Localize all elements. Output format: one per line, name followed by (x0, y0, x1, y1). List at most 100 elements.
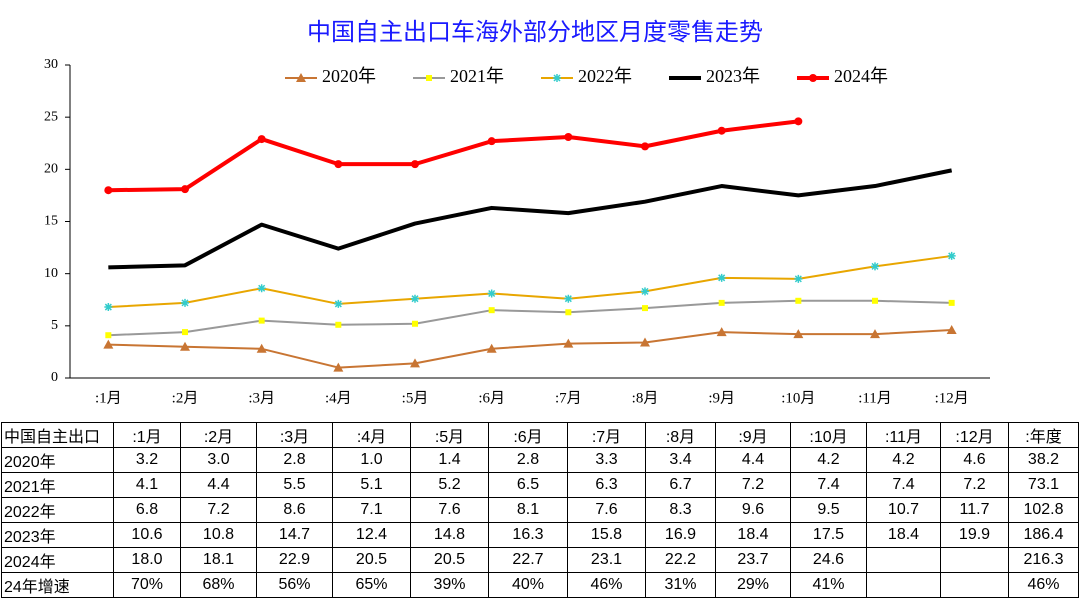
table-cell: 8.6 (256, 497, 333, 523)
x-tick-label: :7月 (555, 390, 582, 406)
table-cell: 186.4 (1008, 522, 1079, 548)
table-cell: :11月 (866, 422, 941, 448)
table-cell: 9.6 (715, 497, 791, 523)
marker (182, 329, 188, 336)
table-cell: 68% (180, 572, 257, 598)
chart: 中国自主出口车海外部分地区月度零售走势 0 5 10 15 20 25 30:1月:2月:3… (44, 18, 990, 406)
table-cell: :3月 (256, 422, 333, 448)
table-cell: :1月 (113, 422, 181, 448)
table-row: 中国自主出口:1月:2月:3月:4月:5月:6月:7月:8月:9月:10月:11… (1, 422, 1079, 448)
table-cell: 3.3 (567, 447, 646, 473)
x-tick-label: :4月 (325, 390, 352, 406)
marker (426, 75, 432, 81)
table-cell: 23.7 (715, 547, 791, 573)
marker (809, 74, 817, 82)
marker (333, 362, 344, 372)
table-cell: 8.1 (488, 497, 568, 523)
marker (181, 298, 189, 307)
table-cell: 38.2 (1008, 447, 1079, 473)
table-cell: 7.6 (410, 497, 489, 523)
table-row: 2022年 6.8 7.2 8.6 7.1 7.6 8.1 7.6 8.3 9.6 9.5 10.7 1… (1, 497, 1079, 523)
series (104, 251, 956, 312)
table-cell: 29% (715, 572, 791, 598)
marker (641, 287, 649, 296)
table-cell: 7.1 (332, 497, 411, 523)
x-tick-label: :12月 (935, 390, 969, 406)
marker (334, 160, 343, 169)
table-cell: 11.7 (940, 497, 1009, 523)
series-line (108, 168, 953, 270)
marker (180, 341, 190, 351)
table-cell: 7.2 (180, 497, 257, 523)
table-cell: 24.6 (790, 547, 867, 573)
x-tick-label: :9月 (708, 390, 735, 406)
table-cell: :5月 (410, 422, 489, 448)
table-cell: 5.2 (410, 472, 489, 498)
marker (793, 329, 804, 339)
marker (642, 305, 648, 312)
table-cell: 7.6 (567, 497, 646, 523)
table-cell: 4.2 (790, 447, 867, 473)
x-tick-label: :6月 (478, 390, 505, 406)
table-cell: 6.7 (645, 472, 716, 498)
marker (564, 132, 573, 141)
marker (641, 142, 649, 151)
table-cell: 16.3 (488, 522, 568, 548)
marker (718, 299, 725, 306)
marker (717, 126, 726, 135)
table-cell (866, 572, 941, 598)
table-cell: 18.1 (180, 547, 257, 573)
table-cell: 20.5 (332, 547, 411, 573)
marker (335, 321, 342, 328)
table-cell: 8.3 (645, 497, 716, 523)
marker (794, 117, 803, 126)
marker (553, 74, 561, 82)
series (104, 117, 803, 195)
marker (488, 307, 495, 314)
table-cell: 5.1 (332, 472, 411, 498)
marker (257, 284, 266, 293)
table-cell: 39% (410, 572, 489, 598)
marker (257, 135, 266, 144)
table-cell: 10.7 (866, 497, 941, 523)
marker (103, 339, 114, 349)
table-cell: 24年增速 (1, 572, 114, 598)
table-cell: 6.3 (567, 472, 646, 498)
y-tick-label: 5 (51, 318, 58, 333)
table-cell: :6月 (488, 422, 568, 448)
table-cell: 4.1 (113, 472, 181, 498)
marker (412, 320, 418, 327)
table-cell: 3.0 (180, 447, 257, 473)
table-cell: 6.5 (488, 472, 568, 498)
table-row: 2023年 10.6 10.8 14.7 12.4 14.8 16.3 15.8 16.9 18.… (1, 522, 1079, 548)
table-cell: 18.0 (113, 547, 181, 573)
table-cell: 2022年 (1, 497, 114, 523)
table-cell: 2.8 (488, 447, 568, 473)
table-cell: :年度 (1008, 422, 1079, 448)
legend-label: 2023年 (706, 66, 760, 86)
table-cell: 4.6 (940, 447, 1009, 473)
marker (411, 294, 419, 303)
table-cell: 22.7 (488, 547, 568, 573)
table-cell: 18.4 (715, 522, 791, 548)
marker (181, 185, 189, 194)
series-line (108, 329, 952, 369)
table-cell: 14.7 (256, 522, 333, 548)
table-cell (866, 547, 941, 573)
table-cell: :12月 (940, 422, 1009, 448)
table-cell: 31% (645, 572, 716, 598)
table-cell: :4月 (332, 422, 411, 448)
marker (870, 329, 880, 339)
table-cell: 7.2 (940, 472, 1009, 498)
marker (947, 251, 956, 260)
table-row: 2020年 3.2 3.0 2.8 1.0 1.4 2.8 3.3 3.4 4.4 4.2 4.2 4.… (1, 447, 1079, 473)
table-cell: 65% (332, 572, 411, 598)
table-cell: 22.9 (256, 547, 333, 573)
table-cell: 7.2 (715, 472, 791, 498)
table-cell: 73.1 (1008, 472, 1079, 498)
table-cell: 19.9 (940, 522, 1009, 548)
table-cell: 46% (1008, 572, 1079, 598)
table-cell: 10.8 (180, 522, 257, 548)
table-cell: 2024年 (1, 547, 114, 573)
table-cell: 20.5 (410, 547, 489, 573)
